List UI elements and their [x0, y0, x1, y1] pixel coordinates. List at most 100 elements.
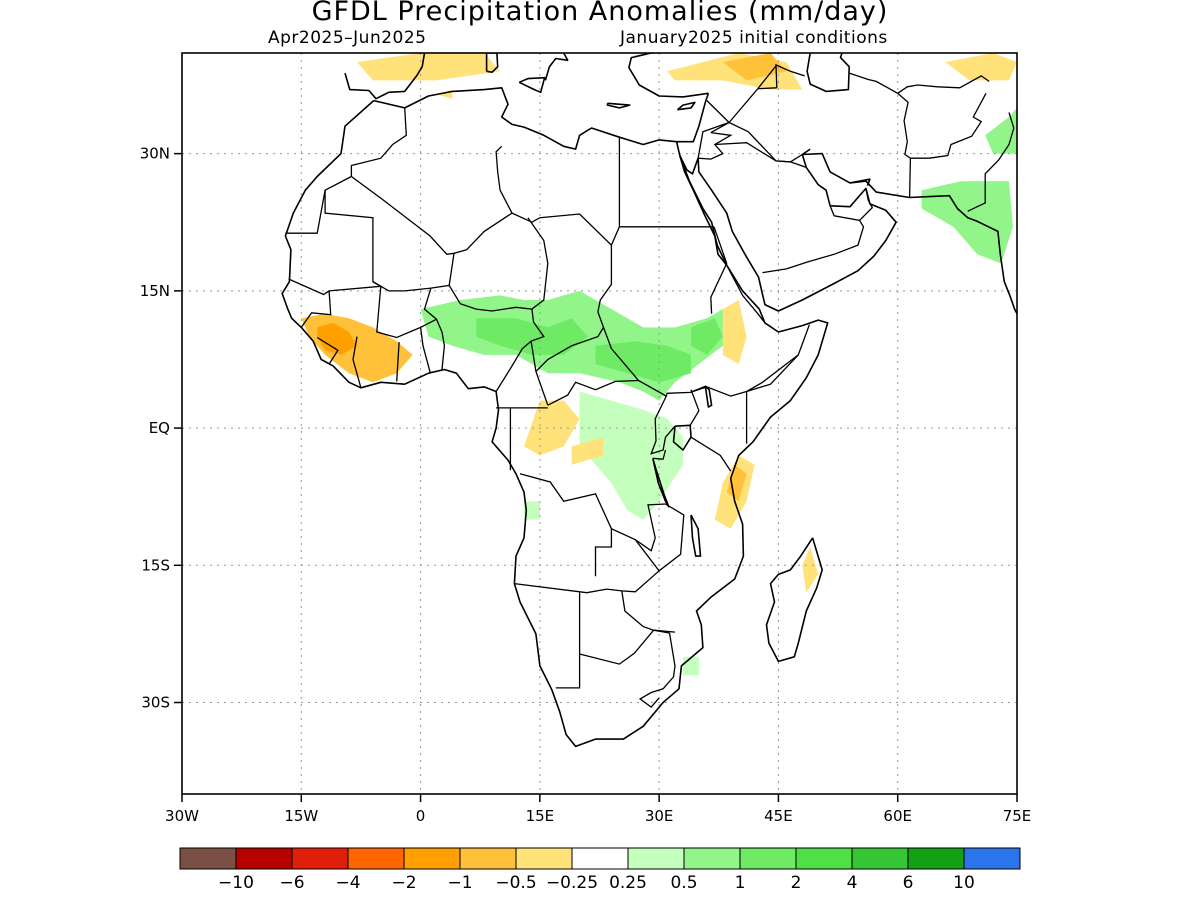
country-border	[535, 327, 605, 372]
country-border	[419, 327, 431, 373]
anomaly-region	[691, 318, 723, 355]
anomaly-region	[524, 501, 540, 520]
lake-outline	[652, 458, 670, 508]
lon-tick-label: 45E	[764, 807, 793, 825]
legend-swatch	[235, 847, 293, 870]
anomaly-region	[317, 322, 357, 355]
country-border	[300, 290, 332, 328]
anomaly-region	[683, 656, 699, 676]
country-border	[706, 100, 730, 123]
country-border	[514, 570, 660, 594]
anomaly-region	[802, 547, 819, 593]
legend-label: −6	[279, 873, 304, 893]
lat-tick-label: 30S	[141, 694, 170, 712]
anomaly-region	[476, 318, 588, 355]
lat-tick-label: 30N	[140, 145, 170, 163]
legend-swatch	[179, 847, 237, 870]
country-border	[423, 287, 446, 370]
anomaly-region	[985, 107, 1017, 154]
legend-swatch	[739, 847, 797, 870]
lake-outline	[704, 385, 713, 408]
coastline	[806, 53, 851, 93]
country-border	[519, 473, 666, 552]
lon-tick-label: 30W	[165, 807, 199, 825]
season-label: Apr2025–Jun2025	[268, 28, 427, 48]
anomaly-region	[921, 181, 1013, 264]
anomaly-region	[571, 437, 604, 465]
legend-swatch	[627, 847, 685, 870]
color-legend: −10 −6 −4 −2 −1 −0.5 −0.25 0.25 0.5 1 2 4 6 10	[179, 847, 1021, 893]
legend-label: −1	[447, 873, 472, 893]
legend-swatch	[291, 847, 349, 870]
country-border	[697, 121, 803, 163]
coastline	[544, 53, 569, 81]
anomaly-region	[945, 53, 1017, 81]
lake-outline	[690, 514, 702, 557]
lon-tick-label: 75E	[1003, 807, 1032, 825]
legend-label: −0.5	[495, 873, 536, 893]
country-border	[726, 264, 766, 324]
legend-label: −2	[391, 873, 416, 893]
legend-swatch	[795, 847, 853, 870]
country-border	[762, 205, 865, 274]
coastline	[679, 155, 699, 175]
map-frame	[181, 52, 1018, 795]
legend-label: −0.25	[546, 873, 598, 893]
anomaly-region	[579, 391, 683, 520]
coastline	[606, 102, 631, 109]
country-border	[638, 629, 676, 708]
country-border	[285, 175, 352, 234]
country-border	[897, 75, 990, 94]
legend-swatch	[403, 847, 461, 870]
country-border	[594, 528, 613, 577]
coastline	[518, 76, 546, 94]
country-border	[690, 436, 732, 472]
legend-label: 2	[791, 873, 802, 893]
country-border	[689, 354, 799, 397]
lat-tick-label: EQ	[149, 419, 170, 437]
country-border	[967, 112, 1015, 212]
coastline	[676, 93, 710, 143]
lon-tick-label: 15W	[284, 807, 318, 825]
legend-label: 0.5	[670, 873, 697, 893]
country-border	[775, 63, 805, 88]
coastline	[802, 152, 1017, 315]
page-title: GFDL Precipitation Anomalies (mm/day)	[311, 0, 889, 27]
legend-label: 1	[735, 873, 746, 893]
anomaly-region	[524, 400, 580, 456]
legend-label: 6	[903, 873, 914, 893]
legend-label: 4	[847, 873, 858, 893]
legend-label: 10	[953, 873, 975, 893]
country-border	[698, 131, 733, 160]
legend-label: −10	[218, 873, 254, 893]
country-border	[848, 72, 899, 94]
country-border	[710, 226, 728, 314]
country-border	[448, 285, 532, 312]
anomaly-layer	[301, 53, 1017, 676]
coastline	[485, 53, 499, 73]
country-border	[579, 629, 655, 665]
legend-swatch	[459, 847, 517, 870]
lon-tick-label: 15E	[526, 807, 555, 825]
legend-swatch	[683, 847, 741, 870]
country-border	[859, 188, 874, 221]
lon-tick-label: 0	[416, 807, 426, 825]
lake-outline	[672, 424, 692, 451]
coastline	[765, 537, 824, 663]
country-border	[372, 253, 455, 292]
legend-swatch	[851, 847, 909, 870]
coastline	[679, 155, 728, 266]
country-border	[910, 92, 987, 159]
anomaly-region	[726, 464, 747, 502]
coastline	[1055, 338, 1069, 373]
country-border	[351, 175, 513, 255]
country-border	[897, 92, 912, 198]
country-border	[495, 145, 707, 398]
legend-swatch	[347, 847, 405, 870]
country-border	[652, 449, 667, 460]
country-border	[288, 190, 383, 296]
anomaly-region	[357, 53, 501, 81]
country-border	[650, 395, 676, 455]
initial-conditions-label: January2025 initial conditions	[620, 28, 888, 48]
axis-ticks: 30N 15N EQ 15S 30S 30W 15W 0 15E 30E 45E 60E 75E	[140, 145, 1032, 825]
